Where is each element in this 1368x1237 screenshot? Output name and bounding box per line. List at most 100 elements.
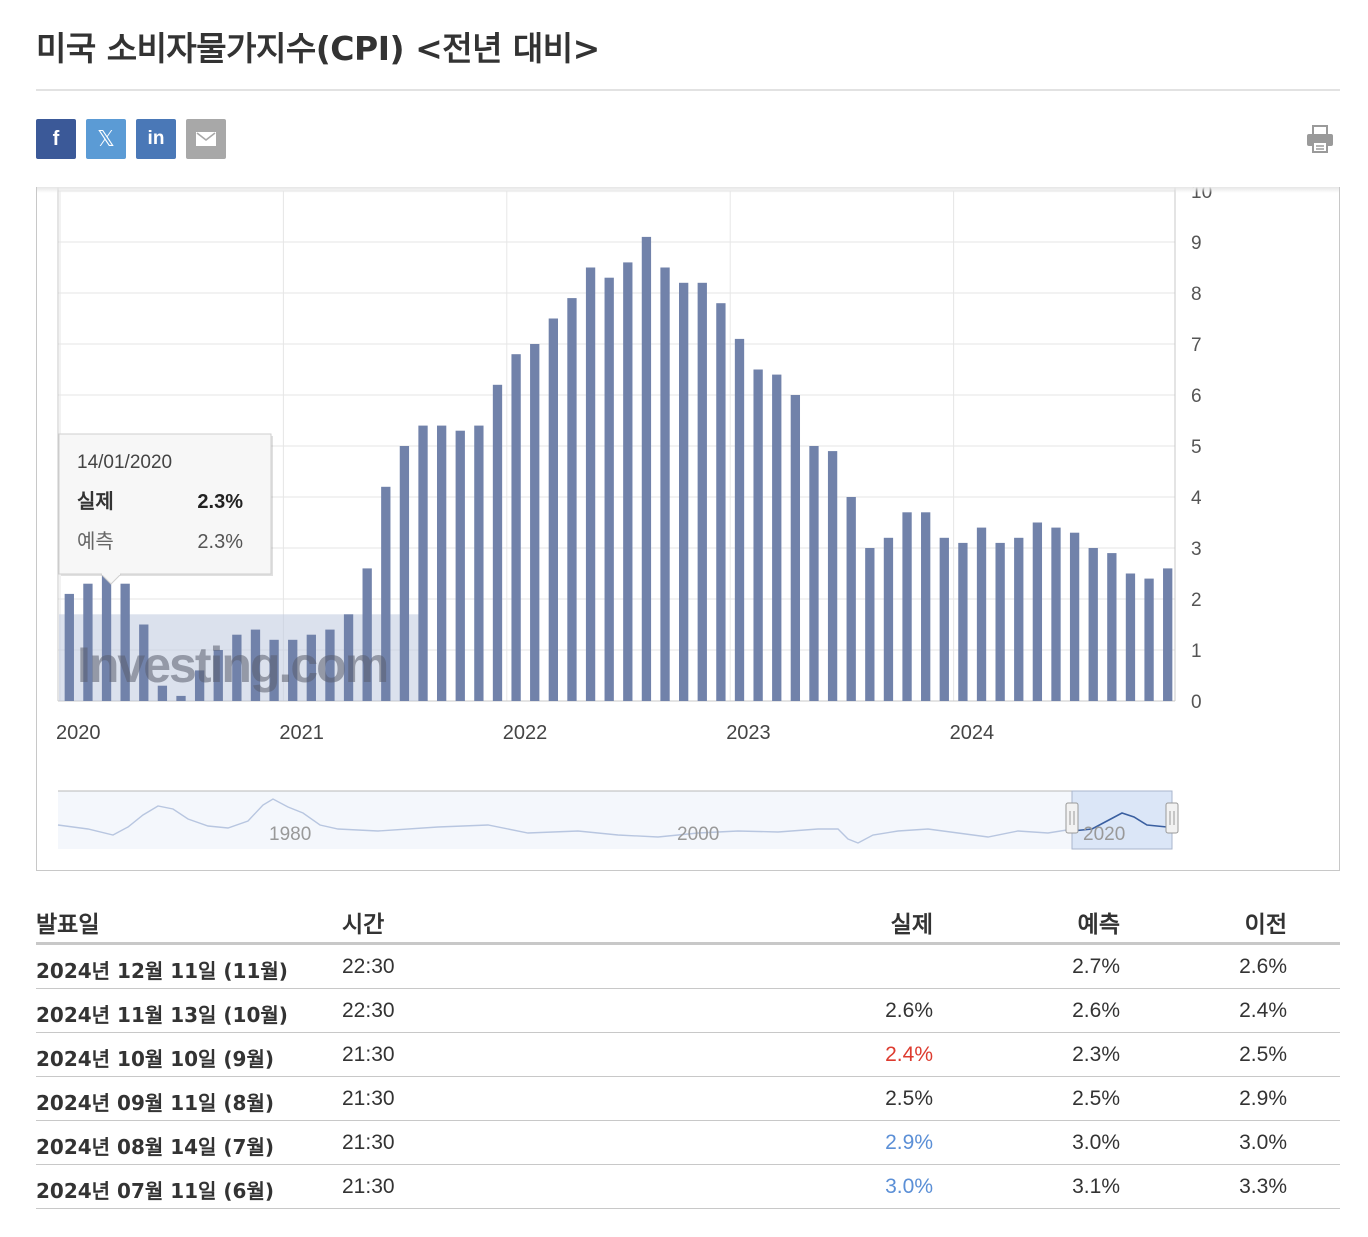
header-time[interactable]: 시간 (342, 912, 385, 938)
header-forecast[interactable]: 예측 (1077, 912, 1120, 938)
chart-bar[interactable] (1088, 548, 1098, 701)
chart-bar[interactable] (1069, 532, 1080, 701)
navigator-left-handle[interactable] (1065, 802, 1079, 834)
chart-bar[interactable] (1163, 568, 1173, 701)
tooltip-actual-label: 실제 (77, 489, 114, 513)
chart-bar[interactable] (753, 369, 763, 702)
navigator-right-handle[interactable] (1165, 802, 1179, 834)
chart-bar[interactable] (325, 629, 335, 701)
chart-bar[interactable] (139, 624, 149, 702)
chart-bar[interactable] (101, 573, 112, 702)
chart-bar[interactable] (511, 354, 521, 701)
chart-bar[interactable] (623, 262, 633, 701)
chart-bar[interactable] (232, 634, 242, 701)
table-row: 2024년 10월 10일 (9월) 21:30 2.4% 2.3% 2.5% (36, 1033, 1340, 1077)
chart-bar[interactable] (604, 277, 614, 701)
chart-bar[interactable] (809, 446, 819, 701)
chart-bar[interactable] (343, 614, 354, 701)
chart-bar[interactable] (83, 583, 93, 701)
release-time-cell: 21:30 (342, 1131, 395, 1154)
navigator-label: 2020 (1083, 824, 1125, 845)
chart-bar[interactable] (883, 537, 894, 701)
chart-bar[interactable] (585, 267, 596, 702)
forecast-value-cell: 2.3% (1072, 1043, 1120, 1066)
x-tick-label: 2024 (950, 722, 995, 744)
navigator-selected-line (1071, 812, 1172, 832)
chart-bar[interactable] (846, 497, 856, 701)
tooltip-forecast-label: 예측 (77, 529, 114, 553)
release-date-cell: 2024년 10월 10일 (9월) (36, 1047, 275, 1071)
chart-bar[interactable] (734, 338, 745, 701)
chart-bar[interactable] (921, 512, 931, 701)
chart-bar[interactable] (827, 451, 838, 701)
chart-bar[interactable] (1125, 573, 1136, 702)
x-icon: 𝕏 (97, 126, 115, 151)
chart-bar[interactable] (679, 282, 689, 701)
release-time-cell: 21:30 (342, 1175, 395, 1198)
x-share-button[interactable]: 𝕏 (86, 119, 126, 159)
page-title: 미국 소비자물가지수(CPI) <전년 대비> (36, 29, 600, 68)
chart-bar[interactable] (455, 430, 465, 701)
facebook-share-button[interactable]: f (36, 119, 76, 159)
chart-bar[interactable] (1032, 522, 1043, 702)
chart-bar[interactable] (157, 685, 168, 701)
y-tick-label: 4 (1191, 488, 1202, 509)
print-button[interactable] (1304, 123, 1336, 155)
tooltip-date: 14/01/2020 (77, 452, 172, 473)
header-previous[interactable]: 이전 (1244, 912, 1287, 938)
chart-bar[interactable] (548, 318, 558, 702)
release-date-cell: 2024년 09월 11일 (8월) (36, 1091, 275, 1115)
chart-bar[interactable] (790, 395, 801, 701)
chart-bar[interactable] (492, 384, 503, 701)
chart-bar[interactable] (530, 344, 540, 701)
previous-value-cell: 3.0% (1239, 1131, 1287, 1154)
y-tick-label: 8 (1191, 284, 1202, 305)
previous-value-cell: 3.3% (1239, 1175, 1287, 1198)
chart-bar[interactable] (660, 267, 670, 702)
chart-bar[interactable] (194, 670, 205, 701)
chart-bar[interactable] (176, 695, 186, 701)
chart-bar[interactable] (1144, 578, 1154, 701)
header-date[interactable]: 발표일 (36, 912, 100, 938)
chart-bar[interactable] (902, 512, 912, 701)
chart-bar[interactable] (995, 542, 1005, 701)
linkedin-share-button[interactable]: in (136, 119, 176, 159)
chart-bar[interactable] (697, 282, 707, 701)
chart-bar[interactable] (250, 629, 261, 701)
x-tick-label: 2023 (726, 722, 771, 744)
facebook-icon: f (52, 127, 60, 150)
chart-bar[interactable] (865, 548, 875, 701)
navigator-area (58, 791, 1172, 849)
chart-bar[interactable] (269, 639, 279, 701)
linkedin-icon: in (147, 128, 165, 149)
chart-bar[interactable] (716, 303, 726, 701)
chart-bar[interactable] (64, 593, 74, 701)
chart-bar[interactable] (567, 298, 577, 701)
chart-bar[interactable] (306, 634, 316, 701)
chart-bar[interactable] (772, 374, 782, 701)
chart-bar[interactable] (288, 639, 298, 701)
chart-bar[interactable] (1051, 527, 1061, 701)
chart-bar[interactable] (436, 425, 447, 701)
chart-bar[interactable] (418, 425, 428, 701)
release-date-cell: 2024년 08월 14일 (7월) (36, 1135, 275, 1159)
table-row: 2024년 11월 13일 (10월) 22:30 2.6% 2.6% 2.4% (36, 989, 1340, 1033)
mail-share-button[interactable] (186, 119, 226, 159)
chart-bar[interactable] (939, 537, 949, 701)
chart-bar[interactable] (399, 446, 410, 701)
chart-bar[interactable] (958, 542, 968, 701)
chart-bar[interactable] (976, 527, 987, 701)
header-actual[interactable]: 실제 (890, 912, 933, 938)
chart-bar[interactable] (1107, 553, 1117, 701)
table-row: 2024년 07월 11일 (6월) 21:30 3.0% 3.1% 3.3% (36, 1165, 1340, 1209)
chart-bar[interactable] (120, 583, 130, 701)
release-history-table: 발표일 시간 실제 예측 이전 2024년 12월 11일 (11월) 22:30… (36, 897, 1340, 1209)
chart-bar[interactable] (474, 425, 484, 701)
previous-value-cell: 2.6% (1239, 955, 1287, 978)
chart-bar[interactable] (641, 236, 652, 701)
chart-bar[interactable] (1014, 537, 1024, 701)
chart-bar[interactable] (381, 486, 391, 701)
chart-bar[interactable] (213, 650, 223, 701)
chart-bar[interactable] (362, 568, 372, 701)
